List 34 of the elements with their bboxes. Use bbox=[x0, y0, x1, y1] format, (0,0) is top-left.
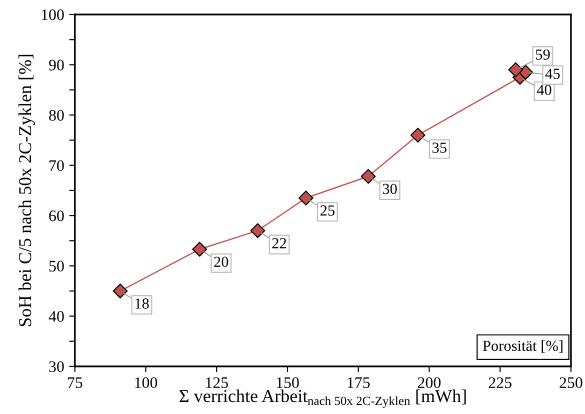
annotation: 30 bbox=[382, 184, 397, 194]
point bbox=[250, 223, 266, 238]
x-tick-label: 100 bbox=[135, 377, 158, 388]
y-tick-label: 90 bbox=[49, 60, 64, 70]
y-tick-label: 60 bbox=[49, 210, 64, 222]
y-tick-label: 100 bbox=[42, 9, 64, 20]
annotation: Porosität [%] bbox=[482, 340, 562, 353]
point bbox=[298, 190, 314, 206]
y-tick-label: 40 bbox=[48, 311, 64, 322]
y-tick-label: 70 bbox=[50, 160, 64, 172]
point bbox=[508, 62, 524, 78]
point bbox=[112, 284, 128, 298]
x-tick-label: 150 bbox=[276, 377, 299, 388]
y-tick-label: 50 bbox=[49, 260, 64, 272]
point bbox=[360, 168, 376, 184]
annotation: 45 bbox=[545, 68, 560, 79]
x-tick-label: 200 bbox=[418, 377, 441, 388]
annotation: 59 bbox=[536, 49, 550, 60]
x-tick-label: 175 bbox=[348, 377, 370, 388]
x-tick-label: 125 bbox=[206, 377, 228, 388]
y-tick-label: 30 bbox=[49, 361, 64, 372]
annotation: 22 bbox=[272, 238, 286, 248]
y-axis-title: SoH bei C/5 nach 50x 2C-Zyklen [%] bbox=[18, 54, 35, 326]
annotation: 40 bbox=[536, 84, 552, 96]
annotation: 25 bbox=[320, 205, 334, 216]
x-tick-label: 225 bbox=[488, 377, 512, 388]
point bbox=[410, 128, 426, 143]
annotation: 20 bbox=[214, 256, 228, 267]
x-tick-label: 250 bbox=[560, 377, 582, 388]
annotation: 35 bbox=[432, 142, 446, 153]
point bbox=[192, 242, 208, 257]
x-tick-label: 75 bbox=[68, 377, 82, 388]
annotation: 18 bbox=[135, 298, 149, 309]
y-tick-label: 80 bbox=[49, 110, 64, 121]
